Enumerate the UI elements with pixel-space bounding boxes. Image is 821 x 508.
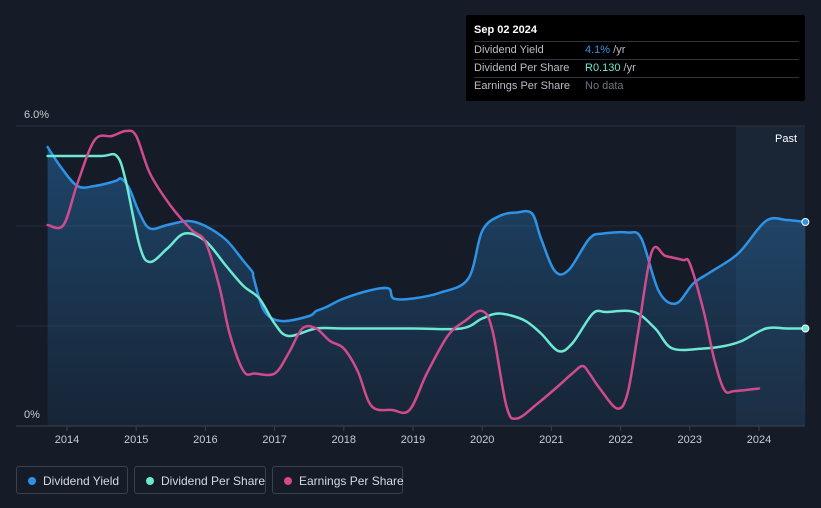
tooltip-eps-value: No data — [585, 80, 624, 92]
legend-item-dividend-yield[interactable]: Dividend Yield — [16, 466, 128, 494]
tooltip-value: 4.1% /yr — [585, 42, 625, 59]
legend-label: Earnings Per Share — [299, 474, 404, 488]
x-tick-label: 2016 — [193, 434, 217, 446]
legend-dot-earnings-per-share — [284, 477, 292, 485]
y-min-label: 0% — [24, 409, 40, 421]
x-axis-ticks: 2014 2015 2016 2017 2018 2019 2020 2021 2022 2023… — [55, 426, 771, 446]
tooltip-dps-value: R0.130 — [585, 62, 621, 74]
tooltip-label: Dividend Per Share — [474, 62, 570, 74]
x-tick-label: 2024 — [747, 434, 771, 446]
tooltip-unit: /yr — [610, 44, 626, 56]
legend-label: Dividend Per Share — [161, 474, 266, 488]
tooltip-row-dividend-per-share: Dividend Per Share R0.130 /yr — [474, 59, 799, 78]
x-tick-label: 2017 — [262, 434, 286, 446]
x-tick-label: 2019 — [401, 434, 425, 446]
x-tick-label: 2023 — [678, 434, 702, 446]
past-label: Past — [775, 133, 797, 145]
tooltip-row-dividend-yield: Dividend Yield 4.1% /yr — [474, 41, 799, 60]
tooltip-label: Earnings Per Share — [474, 80, 570, 92]
x-tick-label: 2020 — [470, 434, 494, 446]
dividend-yield-line — [46, 145, 807, 323]
tooltip-label: Dividend Yield — [474, 44, 544, 56]
x-tick-label: 2022 — [608, 434, 632, 446]
tooltip-date: Sep 02 2024 — [474, 24, 537, 36]
legend-dot-dividend-yield — [28, 477, 36, 485]
y-max-label: 6.0% — [24, 109, 49, 121]
tooltip-value: R0.130 /yr — [585, 60, 636, 77]
x-tick-label: 2018 — [332, 434, 356, 446]
dividend-per-share-end-marker — [801, 324, 810, 333]
x-tick-label: 2021 — [539, 434, 563, 446]
dividend-per-share-line — [46, 152, 807, 353]
x-tick-label: 2015 — [124, 434, 148, 446]
dividend-yield-end-marker — [801, 218, 810, 226]
tooltip-row-earnings-per-share: Earnings Per Share No data — [474, 77, 799, 96]
series-layer — [46, 129, 810, 426]
x-tick-label: 2014 — [55, 434, 79, 446]
legend-item-earnings-per-share[interactable]: Earnings Per Share — [272, 466, 404, 494]
legend-item-dividend-per-share[interactable]: Dividend Per Share — [134, 466, 266, 494]
legend-label: Dividend Yield — [43, 474, 120, 488]
earnings-per-share-line — [46, 129, 761, 421]
tooltip-yield-value: 4.1% — [585, 44, 611, 56]
tooltip-panel: Sep 02 2024 Dividend Yield 4.1% /yr Divi… — [466, 15, 805, 101]
legend-dot-dividend-per-share — [146, 477, 154, 485]
tooltip-unit: /yr — [620, 62, 636, 74]
